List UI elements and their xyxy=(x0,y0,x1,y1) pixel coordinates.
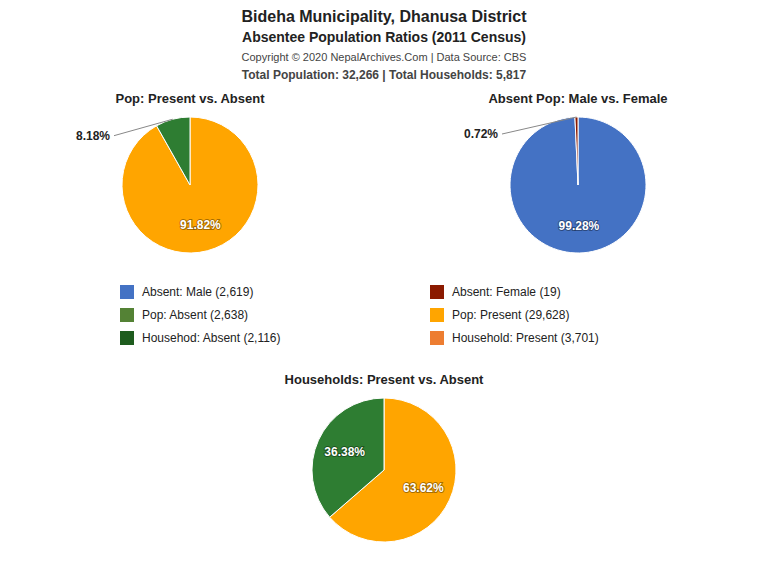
legend-label: Household: Present (3,701) xyxy=(452,331,599,345)
slices xyxy=(510,117,646,253)
data-label: 91.82% xyxy=(180,218,221,232)
pie-chart: Households: Present vs. Absent 63.62% 36.3… xyxy=(285,372,485,542)
data-label: 8.18% xyxy=(76,129,110,143)
legend-swatch xyxy=(430,285,444,299)
leader-line xyxy=(502,117,576,134)
legend-swatch xyxy=(120,331,134,345)
pie-slice xyxy=(157,117,190,185)
slices xyxy=(122,117,258,253)
legend-swatch xyxy=(430,308,444,322)
data-label: 36.38% xyxy=(324,445,365,459)
subtitle: Absentee Population Ratios (2011 Census) xyxy=(242,29,526,45)
pie-slice xyxy=(575,117,578,185)
data-label: 99.28% xyxy=(559,219,600,233)
legend-label: Pop: Absent (2,638) xyxy=(142,308,248,322)
data-labels: 63.62% 36.38% xyxy=(324,445,444,495)
legend-label: Absent: Female (19) xyxy=(452,285,561,299)
pie-title: Households: Present vs. Absent xyxy=(285,372,485,387)
legend-label: Pop: Present (29,628) xyxy=(452,308,569,322)
figure: Bideha Municipality, Dhanusa District Abs… xyxy=(0,0,768,576)
legend-item: Househod: Absent (2,116) xyxy=(120,331,281,345)
legend-item: Household: Present (3,701) xyxy=(430,331,599,345)
data-label: 0.72% xyxy=(464,127,498,141)
legend-item: Pop: Present (29,628) xyxy=(430,308,569,322)
pie-title: Pop: Present vs. Absent xyxy=(115,91,265,106)
title: Bideha Municipality, Dhanusa District xyxy=(241,8,527,25)
pie-slice xyxy=(510,117,646,253)
data-labels: 91.82% 8.18% xyxy=(76,119,221,231)
legend-swatch xyxy=(120,308,134,322)
legend-item: Absent: Male (2,619) xyxy=(120,285,253,299)
pie-title: Absent Pop: Male vs. Female xyxy=(488,91,667,106)
leader-line xyxy=(114,119,173,135)
data-labels: 99.28% 0.72% xyxy=(464,117,600,233)
legend-swatch xyxy=(430,331,444,345)
legend-swatch xyxy=(120,285,134,299)
legend-item: Absent: Female (19) xyxy=(430,285,561,299)
pie-chart: Absent Pop: Male vs. Female 99.28% 0.72% xyxy=(464,91,668,253)
legend: Absent: Male (2,619) Absent: Female (19) P… xyxy=(120,285,599,345)
annotation: Copyright © 2020 NepalArchives.Com | Dat… xyxy=(242,51,527,63)
header: Bideha Municipality, Dhanusa District Abs… xyxy=(241,8,527,82)
legend-item: Pop: Absent (2,638) xyxy=(120,308,248,322)
legend-label: Absent: Male (2,619) xyxy=(142,285,253,299)
pie-slice xyxy=(122,117,258,253)
legend-label: Househod: Absent (2,116) xyxy=(142,331,281,345)
annotation: Total Population: 32,266 | Total Househo… xyxy=(242,68,527,82)
data-label: 63.62% xyxy=(403,481,444,495)
pie-chart: Pop: Present vs. Absent 91.82% 8.18% xyxy=(76,91,265,253)
slices xyxy=(312,398,456,542)
pie-slice xyxy=(312,398,384,517)
